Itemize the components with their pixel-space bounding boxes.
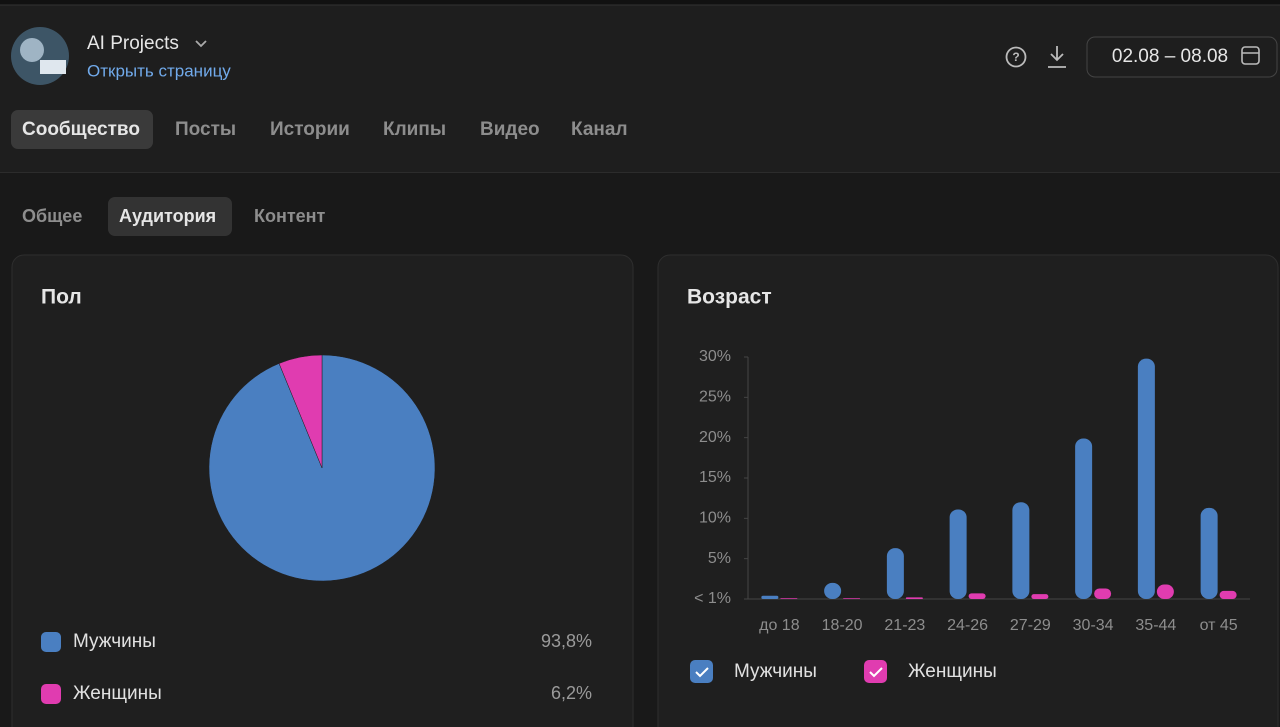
active-tab-bg bbox=[11, 110, 153, 149]
x-tick-label: 35-44 bbox=[1135, 617, 1176, 634]
pie-slice bbox=[278, 354, 323, 469]
x-tick-label: 21-23 bbox=[884, 617, 925, 634]
card bbox=[657, 254, 1279, 727]
bar bbox=[886, 548, 904, 599]
legend-label[interactable]: Женщины bbox=[908, 661, 997, 682]
y-tick-label: 30% bbox=[699, 348, 731, 365]
bar bbox=[1156, 584, 1174, 599]
tab[interactable]: Посты bbox=[175, 119, 236, 140]
chart-title: Пол bbox=[41, 286, 82, 309]
calendar-icon bbox=[1241, 46, 1260, 65]
date-picker[interactable] bbox=[1086, 36, 1278, 78]
x-tick-label: 18-20 bbox=[822, 617, 863, 634]
top-bar bbox=[0, 0, 1280, 5]
y-tick-label: 20% bbox=[699, 429, 731, 446]
bar bbox=[843, 598, 861, 599]
subtab[interactable]: Аудитория bbox=[119, 206, 216, 226]
help-icon[interactable] bbox=[1005, 46, 1027, 68]
legend-label: Женщины bbox=[73, 683, 162, 704]
x-tick-label: 27-29 bbox=[1010, 617, 1051, 634]
tab[interactable]: Видео bbox=[480, 119, 540, 140]
bar bbox=[1137, 358, 1155, 599]
y-tick-label: 10% bbox=[699, 510, 731, 527]
header bbox=[0, 5, 1280, 172]
tab[interactable]: Канал bbox=[571, 119, 628, 140]
bar bbox=[780, 598, 798, 599]
check-mark bbox=[869, 667, 883, 678]
divider bbox=[0, 172, 1280, 173]
subtab[interactable]: Контент bbox=[254, 206, 326, 226]
subtab[interactable]: Общее bbox=[22, 206, 82, 226]
date-range: 02.08 – 08.08 bbox=[1112, 46, 1228, 67]
check-mark bbox=[695, 667, 709, 678]
download-icon[interactable] bbox=[1048, 46, 1066, 68]
open-page-link[interactable]: Открыть страницу bbox=[87, 61, 231, 80]
legend-label: Мужчины bbox=[73, 631, 156, 652]
x-tick-label: от 45 bbox=[1200, 617, 1238, 634]
bar bbox=[1219, 590, 1237, 599]
bar bbox=[1075, 438, 1093, 599]
legend-swatch bbox=[41, 632, 61, 652]
legend-swatch bbox=[41, 684, 61, 704]
active-subtab-bg bbox=[108, 197, 232, 236]
y-tick-label: 25% bbox=[699, 389, 731, 406]
help-icon-mark: ? bbox=[1012, 50, 1019, 64]
avatar-figure bbox=[40, 60, 66, 74]
legend-checkbox[interactable] bbox=[864, 660, 887, 683]
bar bbox=[824, 582, 842, 599]
bar bbox=[1012, 502, 1030, 599]
dropdown-icon[interactable] bbox=[195, 40, 207, 48]
bar bbox=[761, 595, 779, 599]
y-tick-label: 15% bbox=[699, 469, 731, 486]
tab[interactable]: Клипы bbox=[383, 119, 446, 140]
bar bbox=[1200, 507, 1218, 599]
project-name[interactable]: AI Projects bbox=[87, 33, 179, 54]
bar bbox=[949, 509, 967, 599]
x-tick-label: 30-34 bbox=[1073, 617, 1114, 634]
bar bbox=[1094, 588, 1112, 599]
legend-checkbox[interactable] bbox=[690, 660, 713, 683]
legend-value: 93,8% bbox=[541, 631, 592, 651]
tab[interactable]: Сообщество bbox=[22, 119, 140, 140]
bar bbox=[905, 597, 923, 599]
bar bbox=[968, 593, 986, 599]
x-tick-label: до 18 bbox=[759, 617, 800, 634]
bar bbox=[1031, 594, 1049, 599]
pie-slice bbox=[208, 354, 436, 582]
legend-value: 6,2% bbox=[551, 683, 592, 703]
chart-title: Возраст bbox=[687, 286, 772, 309]
x-tick-label: 24-26 bbox=[947, 617, 988, 634]
tab[interactable]: Истории bbox=[270, 119, 350, 140]
y-tick-label: < 1% bbox=[694, 590, 731, 607]
legend-label[interactable]: Мужчины bbox=[734, 661, 817, 682]
y-tick-label: 5% bbox=[708, 550, 731, 567]
avatar-figure bbox=[20, 38, 44, 62]
